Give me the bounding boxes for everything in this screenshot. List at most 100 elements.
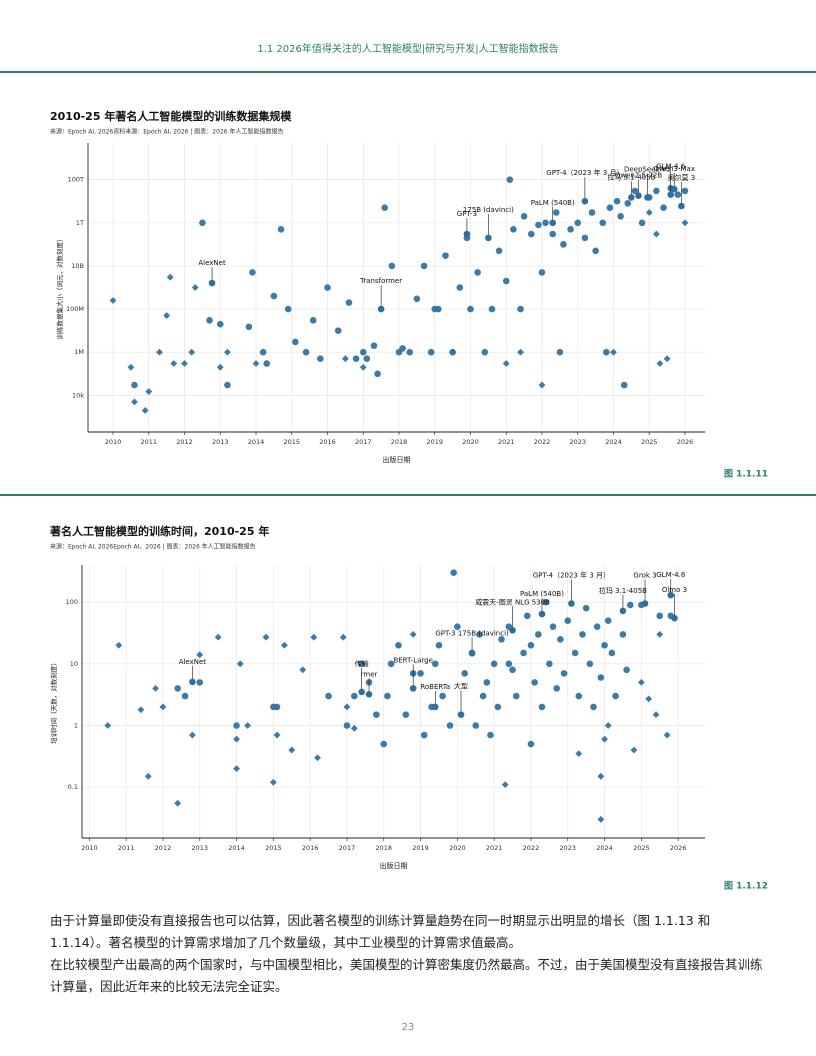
circle-point [409, 685, 417, 692]
circle-point [582, 604, 590, 612]
circle-point [317, 355, 324, 363]
circle-point [370, 342, 378, 350]
x-tick-label: 2026 [677, 438, 694, 446]
x-tick-label: 2025 [633, 844, 650, 852]
x-tick-label: 2026 [670, 844, 687, 852]
y-tick-label: 1M [74, 348, 84, 356]
circle-point [601, 641, 608, 649]
x-tick-label: 2020 [462, 438, 479, 446]
circle-point [420, 262, 428, 270]
x-tick-label: 2010 [105, 438, 122, 446]
diamond-point [299, 666, 307, 674]
diamond-point [233, 735, 240, 743]
annotation-label: GPT-3 175B (davinci) [435, 629, 509, 637]
circle-point [358, 688, 365, 696]
circle-point [681, 187, 689, 195]
circle-point [617, 212, 624, 220]
x-tick-label: 2011 [140, 438, 157, 446]
diamond-point [159, 703, 167, 711]
circle-point [678, 202, 685, 210]
circle-point [384, 692, 391, 700]
annotation-label: 拉玛 3.1-405B [599, 586, 647, 595]
circle-point [590, 703, 597, 711]
header-rule [0, 71, 816, 73]
y-axis-label: 训练数据集大小（词元，对数刻度） [55, 236, 64, 340]
diamond-point [652, 230, 660, 238]
x-tick-label: 2023 [569, 438, 586, 446]
circle-point [420, 731, 428, 739]
x-tick-label: 2017 [355, 438, 372, 446]
circle-point [488, 305, 496, 313]
diamond-point [188, 731, 196, 739]
circle-point [474, 269, 481, 276]
circle-point [574, 219, 582, 227]
circle-point [671, 614, 678, 622]
circle-point [343, 722, 351, 729]
annotation-label: GLM-4.6 [656, 163, 686, 171]
circle-point [233, 722, 240, 729]
diamond-point [262, 633, 270, 641]
circle-point [553, 685, 561, 692]
circle-point [593, 623, 601, 630]
circle-point [527, 230, 535, 238]
circle-point [549, 623, 557, 630]
circle-point [365, 691, 373, 698]
circle-point [674, 191, 682, 199]
x-tick-label: 2016 [319, 438, 336, 446]
circle-point [644, 194, 651, 201]
circle-point [586, 660, 594, 668]
circle-point [667, 591, 675, 599]
circle-point [359, 348, 367, 356]
circle-point [667, 191, 674, 199]
y-tick-label: 0.1 [68, 783, 78, 791]
circle-point [571, 649, 579, 657]
circle-point [431, 660, 439, 668]
circle-point [196, 679, 204, 686]
circle-point [388, 262, 396, 270]
diamond-point [656, 360, 664, 367]
circle-point [560, 241, 567, 248]
circle-point [608, 649, 616, 657]
circle-point [568, 600, 575, 607]
annotation-label: GPT-4（2023 年 3 月） [546, 168, 623, 177]
x-tick-label: 2014 [248, 438, 265, 446]
circle-point [479, 692, 487, 700]
circle-point [292, 338, 299, 346]
circle-point [638, 219, 646, 227]
diamond-point [109, 297, 117, 304]
circle-point [259, 348, 267, 356]
circle-point [439, 692, 446, 700]
diamond-point [236, 660, 244, 668]
circle-point [538, 610, 546, 618]
chart-source: 来源：Epoch AI, 2026Epoch AI，2026 | 图表：2026… [50, 543, 256, 551]
diamond-point [170, 360, 178, 367]
diamond-point [339, 633, 347, 641]
circle-point [520, 212, 528, 220]
diamond-point [127, 363, 135, 371]
diamond-point [310, 633, 318, 641]
circle-point [485, 234, 492, 242]
circle-point [431, 305, 439, 313]
diamond-point [141, 407, 149, 414]
annotation-label: GLM-4.6 [656, 571, 686, 579]
circle-point [131, 381, 138, 389]
diamond-point [252, 360, 260, 367]
circle-point [505, 660, 513, 668]
circle-point [208, 279, 216, 287]
circle-point [494, 703, 502, 711]
x-axis-label: 出版日期 [380, 861, 408, 870]
circle-point [498, 635, 505, 643]
x-tick-label: 2011 [118, 844, 135, 852]
x-tick-label: 2022 [523, 844, 540, 852]
diamond-point [273, 731, 281, 739]
circle-point [495, 247, 503, 255]
circle-point [626, 601, 634, 609]
x-tick-label: 2014 [228, 844, 245, 852]
annotation-label: 威震天-图灵 NLG 530B [475, 597, 550, 606]
x-tick-label: 2013 [212, 438, 229, 446]
x-tick-label: 2025 [641, 438, 658, 446]
diamond-point [449, 348, 457, 356]
circle-point [263, 360, 271, 367]
x-axis-label: 出版日期 [383, 455, 411, 464]
